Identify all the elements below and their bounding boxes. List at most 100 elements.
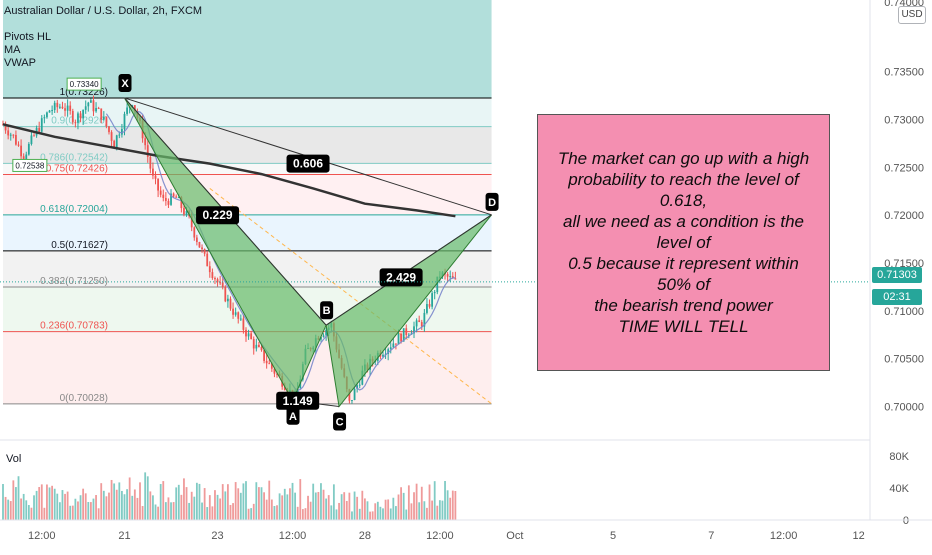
candle-body xyxy=(9,134,12,136)
volume-bar xyxy=(317,491,320,520)
fib-label: 0.618(0.72004) xyxy=(40,204,108,215)
volume-bar xyxy=(410,503,413,520)
volume-bar xyxy=(133,489,136,520)
volume-bar xyxy=(183,478,185,520)
volume-bar xyxy=(102,490,105,520)
currency-badge[interactable]: USD xyxy=(898,6,926,24)
volume-bar xyxy=(201,502,203,520)
point-badge xyxy=(320,301,334,320)
volume-bar xyxy=(216,494,219,520)
point-badge xyxy=(333,412,347,431)
indicator-pivots[interactable]: Pivots HL xyxy=(4,31,52,43)
candle-body xyxy=(105,116,108,127)
indicator-vwap[interactable]: VWAP xyxy=(4,57,36,69)
volume-bar xyxy=(426,507,428,520)
volume-bar xyxy=(22,493,25,520)
candle-body xyxy=(25,154,28,161)
candle-body xyxy=(258,344,260,348)
candle-body xyxy=(413,326,415,334)
volume-bar xyxy=(74,498,77,520)
volume-bar xyxy=(312,483,315,520)
volume-bar xyxy=(281,495,284,520)
note-box[interactable]: The market can go up with a high probabi… xyxy=(537,114,830,371)
candle-body xyxy=(237,312,240,319)
volume-bar xyxy=(180,494,183,520)
candle-body xyxy=(79,113,82,119)
candle-body xyxy=(219,282,222,284)
volume-bar xyxy=(237,488,240,520)
volume-bar xyxy=(338,502,340,520)
candle-body xyxy=(214,278,216,280)
volume-bar xyxy=(389,508,392,520)
candle-body xyxy=(95,107,97,112)
candle-body xyxy=(356,385,359,389)
volume-bar xyxy=(159,484,162,520)
candle-body xyxy=(77,113,79,123)
candle-body xyxy=(115,135,118,148)
candle-body xyxy=(252,338,255,349)
volume-bar xyxy=(364,498,366,520)
time-tick-label: 12:00 xyxy=(279,530,307,542)
volume-bar xyxy=(353,491,356,520)
volume-bar xyxy=(113,483,116,520)
volume-bar xyxy=(250,508,253,520)
indicator-ma[interactable]: MA xyxy=(4,44,21,56)
candle-body xyxy=(250,333,253,339)
candle-body xyxy=(431,293,434,307)
candle-body xyxy=(126,107,128,114)
volume-bar xyxy=(418,502,421,520)
pivot-box xyxy=(66,77,102,91)
ratio-label: 1.149 xyxy=(283,394,313,408)
candle-body xyxy=(397,333,400,345)
volume-bar xyxy=(340,494,343,520)
volume-bar xyxy=(358,508,361,520)
volume-bar xyxy=(413,492,415,520)
volume-bar xyxy=(84,493,87,520)
volume-bar xyxy=(193,496,196,520)
fib-layer: 1(0.73226) 0.9(0.72926) 0.786(0.72542)0.75… xyxy=(3,87,492,405)
volume-bar xyxy=(296,506,299,520)
volume-bar xyxy=(397,494,400,520)
volume-bar xyxy=(379,506,382,520)
candle-body xyxy=(353,388,356,401)
volume-bar xyxy=(61,490,64,520)
candle-body xyxy=(436,276,439,293)
price-tick-label: 0.70500 xyxy=(884,354,924,366)
candle-body xyxy=(232,308,234,315)
volume-bar xyxy=(190,491,193,520)
volume-bar xyxy=(232,503,234,520)
candle-body xyxy=(110,132,113,141)
volume-bar xyxy=(9,501,12,520)
candle-body xyxy=(203,249,206,254)
volume-bar xyxy=(152,495,154,520)
candle-body xyxy=(121,129,123,135)
candle-body xyxy=(38,127,41,132)
candle-body xyxy=(84,106,87,110)
volume-bar xyxy=(224,491,227,520)
candle-body xyxy=(198,241,201,248)
candle-body xyxy=(177,197,180,199)
candle-body xyxy=(15,134,17,145)
volume-bar xyxy=(95,495,97,520)
volume-bar xyxy=(53,488,56,520)
point-label: X xyxy=(121,78,129,90)
candle-body xyxy=(325,330,328,336)
candle-body xyxy=(61,106,64,109)
time-tick-label: 21 xyxy=(118,530,130,542)
volume-bar xyxy=(77,501,79,520)
candle-body xyxy=(358,384,361,386)
volume-bar xyxy=(206,507,209,520)
countdown-tag: 02:31 xyxy=(872,289,922,305)
candle-body xyxy=(69,105,72,111)
candle-body xyxy=(260,347,263,351)
volume-bar xyxy=(64,493,66,520)
volume-bar xyxy=(82,488,85,520)
price-tick-label: 0.73000 xyxy=(884,115,924,127)
candle-body xyxy=(224,286,227,302)
candle-body xyxy=(154,175,157,179)
candle-body xyxy=(53,102,56,111)
point-label: D xyxy=(488,197,496,209)
volume-bar xyxy=(38,487,41,520)
